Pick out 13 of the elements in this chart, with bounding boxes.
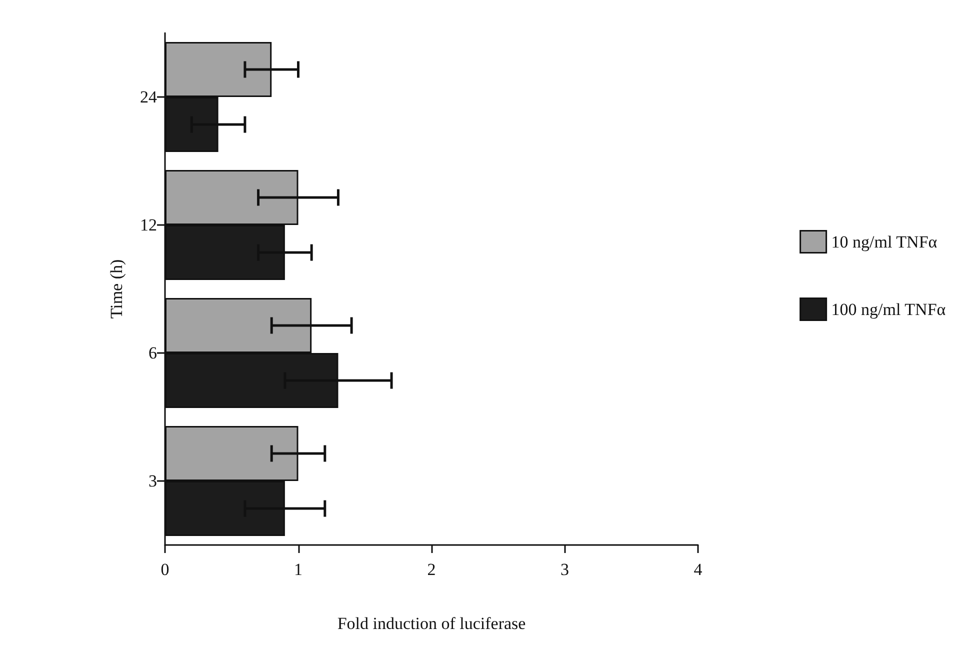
y-tick-label: 6 bbox=[148, 344, 157, 362]
y-tick-label: 24 bbox=[140, 88, 158, 106]
y-axis-title: Time (h) bbox=[107, 259, 126, 319]
x-axis-title: Fold induction of luciferase bbox=[337, 614, 526, 633]
x-tick-label: 4 bbox=[694, 560, 703, 579]
y-tick-label: 12 bbox=[140, 216, 157, 234]
legend-label: 100 ng/ml TNFα bbox=[831, 300, 946, 319]
x-tick-label: 1 bbox=[294, 560, 302, 579]
x-tick-label: 2 bbox=[427, 560, 436, 579]
legend-label: 10 ng/ml TNFα bbox=[831, 232, 938, 252]
y-tick-label: 3 bbox=[148, 472, 157, 490]
x-tick-label: 3 bbox=[560, 560, 569, 579]
x-tick-label: 0 bbox=[160, 560, 170, 579]
